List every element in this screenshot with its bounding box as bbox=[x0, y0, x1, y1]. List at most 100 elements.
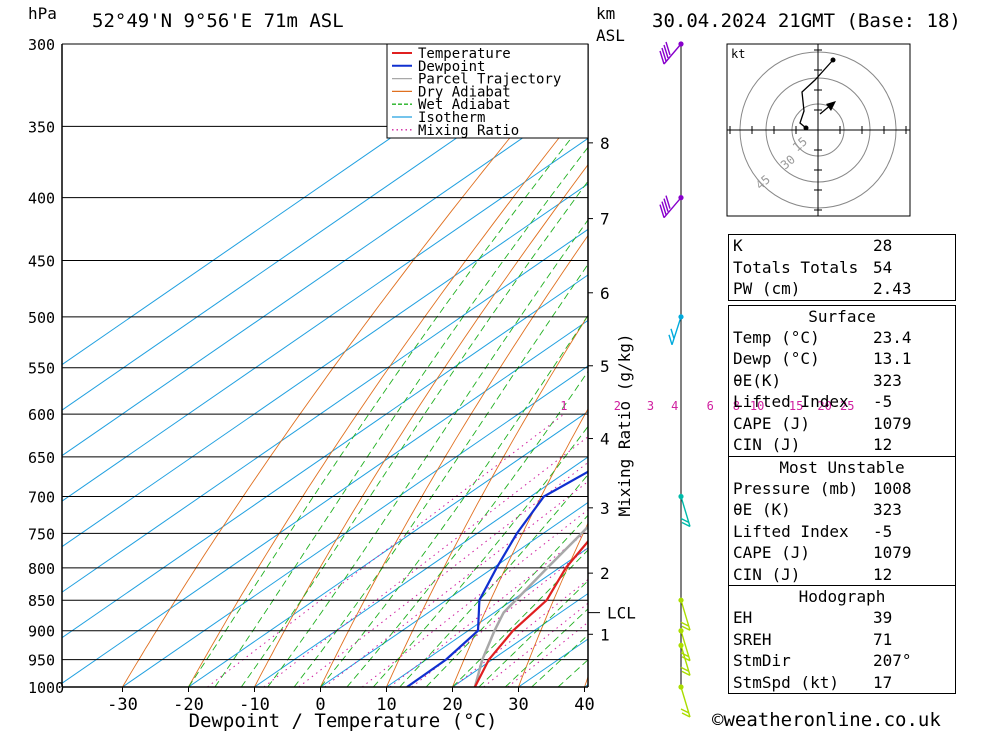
hodograph-table-key: StmDir bbox=[733, 651, 791, 670]
most-unstable-row: Lifted Index -5 bbox=[729, 521, 955, 543]
km-tick-label: 6 bbox=[600, 284, 610, 303]
hodograph-kt-label: kt bbox=[731, 47, 745, 61]
temp-tick-label: 30 bbox=[508, 695, 528, 715]
km-tick-label: 3 bbox=[600, 499, 610, 518]
wind-barb bbox=[680, 630, 691, 662]
most-unstable-key: Pressure (mb) bbox=[733, 478, 859, 498]
wind-barb bbox=[680, 600, 691, 631]
hodograph-table-value: 207° bbox=[873, 651, 912, 670]
pressure-label: 650 bbox=[28, 449, 55, 467]
dry-adiabat-line bbox=[518, 522, 588, 687]
surface-value: 1079 bbox=[873, 413, 912, 433]
x-axis-label: Dewpoint / Temperature (°C) bbox=[189, 710, 498, 732]
mixing-ratio-line bbox=[361, 509, 588, 687]
hodograph-table-value: 17 bbox=[873, 672, 893, 692]
pressure-label: 700 bbox=[28, 489, 55, 507]
hodograph-title: Hodograph bbox=[798, 587, 886, 606]
pressure-label: 950 bbox=[28, 652, 55, 670]
pressure-label: 450 bbox=[28, 253, 55, 271]
surface-value: 23.4 bbox=[873, 327, 912, 347]
indices-value: 28 bbox=[873, 236, 893, 255]
indices-value: 54 bbox=[873, 257, 893, 277]
hodograph-trace bbox=[799, 59, 834, 129]
hodograph-startpoint bbox=[803, 125, 809, 131]
indices-row: Totals Totals 54 bbox=[729, 257, 955, 279]
dry-adiabat-line bbox=[320, 234, 588, 687]
hodograph-table-row: StmSpd (kt) 17 bbox=[729, 672, 955, 694]
legend-label: Isotherm bbox=[418, 110, 485, 126]
surface-title: Surface bbox=[808, 306, 876, 326]
wind-barb bbox=[680, 645, 691, 676]
hodograph-table-row: SREH 71 bbox=[729, 629, 955, 651]
parcel-trajectory-line bbox=[473, 524, 588, 687]
surface-key: θE(K) bbox=[733, 370, 782, 390]
isotherm-line bbox=[62, 92, 588, 457]
legend-label: Mixing Ratio bbox=[418, 123, 519, 139]
wet-adiabat-line bbox=[267, 219, 588, 687]
pressure-label: 900 bbox=[28, 623, 55, 641]
mixing-ratio-label: 2 bbox=[614, 399, 621, 413]
mixing-ratio-line bbox=[411, 546, 588, 687]
most-unstable-box: Most Unstable Pressure (mb) 1008 θE (K) 323… bbox=[728, 456, 956, 586]
dry-adiabat-line bbox=[188, 100, 588, 687]
pressure-label: 550 bbox=[28, 360, 55, 378]
most-unstable-key: θE (K) bbox=[733, 500, 791, 519]
isotherm-line bbox=[62, 44, 528, 366]
asl-label: ASL bbox=[596, 26, 625, 45]
wind-barb bbox=[659, 195, 682, 219]
storm-motion-arrow bbox=[826, 101, 836, 111]
wet-adiabat-line bbox=[399, 473, 588, 687]
temp-tick-label: 40 bbox=[574, 695, 594, 715]
datetime-title: 30.04.2024 21GMT (Base: 18) bbox=[652, 10, 961, 32]
pressure-label: 300 bbox=[28, 36, 55, 54]
isotherm-line bbox=[122, 365, 588, 687]
temp-tick-label: 0 bbox=[315, 695, 325, 715]
wet-adiabat-line bbox=[452, 549, 588, 687]
hodograph-table-value: 39 bbox=[873, 608, 893, 627]
mixing-ratio-label: 15 bbox=[789, 399, 803, 413]
surface-value: 13.1 bbox=[873, 349, 912, 368]
legend-label: Wet Adiabat bbox=[418, 97, 511, 113]
wet-adiabat-line bbox=[320, 314, 588, 687]
most-unstable-row: θE (K) 323 bbox=[729, 499, 955, 521]
surface-row: CIN (J) 12 bbox=[729, 434, 955, 456]
hodograph-endpoint bbox=[830, 57, 836, 63]
pressure-label: 350 bbox=[28, 118, 55, 136]
surface-box: Surface Temp (°C) 23.4 Dewp (°C) 13.1 θE(K) 3… bbox=[728, 304, 956, 457]
mixing-ratio-label: 20 bbox=[817, 399, 831, 413]
most-unstable-key: Lifted Index bbox=[733, 521, 849, 541]
mixing-ratio-line bbox=[207, 413, 565, 687]
mixing-ratio-line bbox=[298, 461, 588, 687]
mixing-ratio-label: 8 bbox=[733, 399, 740, 413]
legend-label: Temperature bbox=[418, 46, 511, 62]
pressure-label: 850 bbox=[28, 592, 55, 610]
temp-tick-label: -30 bbox=[107, 695, 138, 715]
km-tick-label: 4 bbox=[600, 430, 610, 449]
pressure-label: 800 bbox=[28, 560, 55, 578]
pressure-label: 1000 bbox=[28, 679, 64, 697]
dry-adiabat-line bbox=[122, 44, 588, 687]
surface-value: 12 bbox=[873, 435, 893, 454]
indices-row: K 28 bbox=[729, 235, 955, 257]
indices-table: K 28 Totals Totals 54 PW (cm) 2.43 Surface Te… bbox=[728, 230, 956, 694]
wind-barb bbox=[659, 41, 682, 65]
legend-box bbox=[386, 43, 589, 139]
mixing-ratio-label: 1 bbox=[560, 399, 567, 413]
pressure-label: 500 bbox=[28, 309, 55, 327]
temperature-line bbox=[473, 539, 588, 687]
isotherm-line bbox=[254, 456, 588, 687]
hodograph-table-key: StmSpd (kt) bbox=[733, 672, 839, 692]
isotherm-line bbox=[320, 501, 588, 687]
most-unstable-value: -5 bbox=[873, 521, 893, 541]
mixing-ratio-label: 3 bbox=[647, 399, 654, 413]
copyright[interactable]: ©weatheronline.co.uk bbox=[712, 709, 941, 731]
isotherm-line bbox=[62, 46, 588, 411]
surface-row: Dewp (°C) 13.1 bbox=[729, 348, 955, 370]
most-unstable-key: CIN (J) bbox=[733, 564, 801, 584]
most-unstable-key: CAPE (J) bbox=[733, 543, 811, 562]
pressure-label: 750 bbox=[28, 525, 55, 543]
surface-key: CIN (J) bbox=[733, 435, 801, 454]
temp-tick-label: 20 bbox=[442, 695, 462, 715]
dry-adiabat-line bbox=[981, 26, 1000, 687]
isotherm-line bbox=[62, 183, 588, 548]
